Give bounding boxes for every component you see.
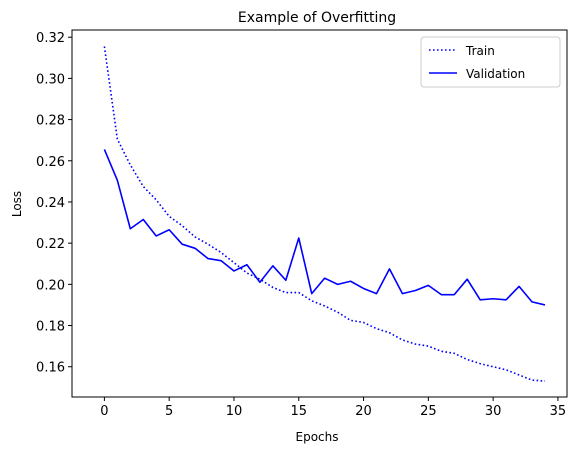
- legend-box: [420, 36, 561, 88]
- train-series-line: [103, 46, 546, 382]
- y-axis: 0.16 0.18 0.20 0.22 0.24 0.26 0.28 0.30 0.32: [36, 31, 72, 376]
- x-tick-label: 30: [485, 404, 502, 419]
- x-tick-label: 15: [290, 404, 307, 419]
- x-axis-title: Epochs: [296, 430, 339, 444]
- x-tick-label: 5: [165, 404, 173, 419]
- y-axis-title: Loss: [10, 191, 24, 217]
- plot-area: [103, 46, 546, 382]
- legend: Train Validation: [420, 36, 561, 88]
- x-tick-label: 35: [550, 404, 567, 419]
- x-tick-label: 0: [100, 404, 108, 419]
- chart-title: Example of Overfitting: [238, 10, 396, 26]
- legend-label-train: Train: [465, 44, 495, 58]
- y-tick-label: 0.26: [36, 155, 65, 170]
- x-tick-label: 20: [355, 404, 372, 419]
- y-tick-label: 0.30: [36, 72, 65, 87]
- y-tick-label: 0.32: [36, 31, 65, 46]
- plot-frame: [71, 29, 568, 398]
- x-tick-label: 10: [226, 404, 243, 419]
- y-tick-label: 0.28: [36, 114, 65, 129]
- y-tick-label: 0.20: [36, 278, 65, 293]
- x-axis: 0 5 10 15 20 25 30 35: [100, 397, 566, 419]
- x-tick-label: 25: [420, 404, 437, 419]
- y-tick-label: 0.18: [36, 320, 65, 335]
- y-tick-label: 0.16: [36, 361, 65, 376]
- legend-label-validation: Validation: [466, 67, 525, 81]
- y-tick-label: 0.24: [36, 196, 65, 211]
- validation-series-line: [103, 149, 546, 306]
- y-tick-label: 0.22: [36, 237, 65, 252]
